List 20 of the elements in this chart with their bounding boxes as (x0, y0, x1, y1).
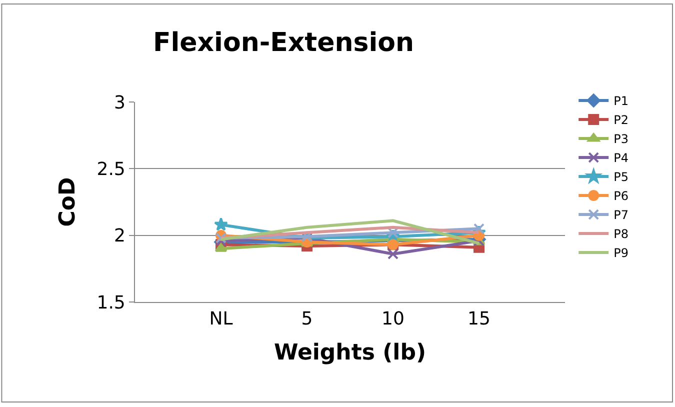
legend-label: P7 (614, 208, 628, 222)
legend-label: P6 (614, 189, 628, 204)
x-tick-label: 5 (301, 308, 313, 330)
x-tick-label: 15 (468, 308, 490, 330)
x-axis-title: Weights (lb) (274, 340, 426, 366)
y-tick-label: 3 (114, 92, 126, 114)
y-tick-label: 1.5 (96, 292, 126, 314)
legend-label: P9 (614, 246, 628, 260)
legend-label: P1 (614, 94, 628, 108)
y-tick-label: 2 (114, 226, 126, 247)
legend-label: P3 (614, 132, 628, 146)
chart-title: Flexion-Extension (152, 28, 414, 58)
legend-label: P2 (614, 113, 628, 128)
x-tick-label: NL (209, 308, 233, 330)
y-tick-label: 2.5 (96, 158, 126, 180)
legend-label: P8 (614, 227, 628, 242)
legend-label: P5 (614, 170, 628, 184)
legend-label: P4 (614, 151, 628, 166)
x-tick-label: 10 (382, 308, 404, 330)
y-axis-title: CoD (56, 177, 81, 227)
